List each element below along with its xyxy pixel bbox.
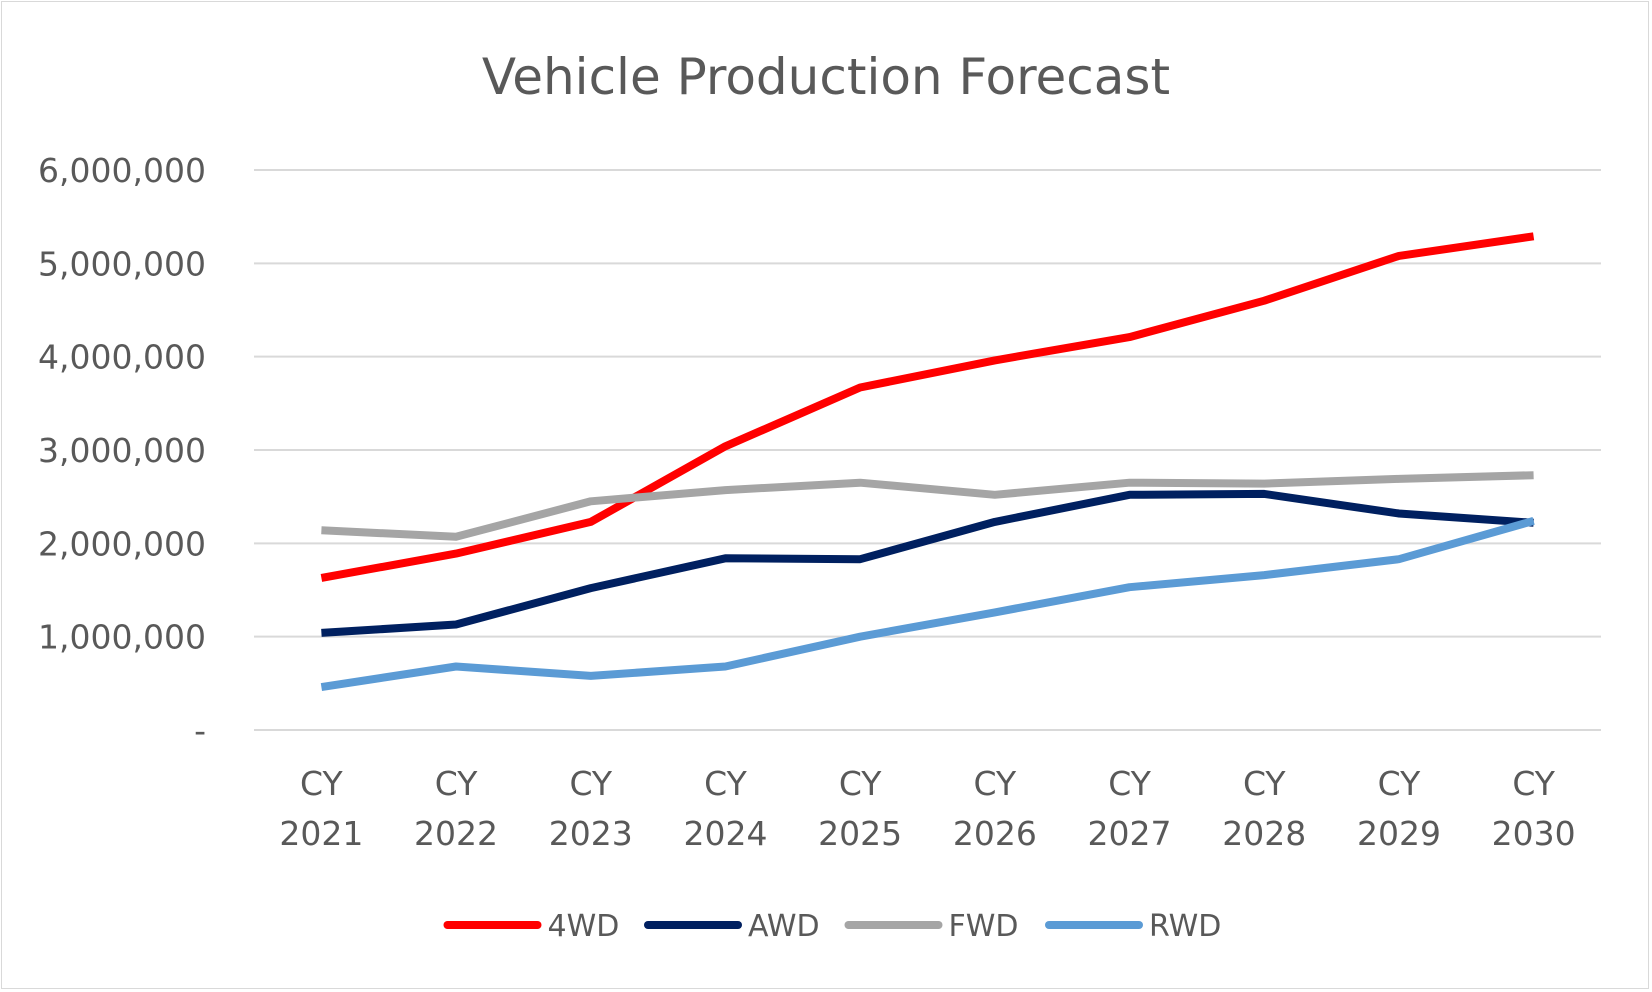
x-tick-label: CY 2027 xyxy=(1088,764,1172,853)
chart-title: Vehicle Production Forecast xyxy=(482,48,1170,106)
x-tick-label: CY 2022 xyxy=(414,764,498,853)
y-tick-label: - xyxy=(194,711,206,750)
x-axis-tick-labels: CY 2021 CY 2022 CY 2023 CY 2024 CY 2025 CY 2026 CY 20… xyxy=(279,764,1575,853)
legend: 4WD AWD FWD RWD xyxy=(443,909,1221,944)
y-tick-label: 1,000,000 xyxy=(38,618,206,657)
y-tick-label: 4,000,000 xyxy=(38,338,206,377)
legend-label: AWD xyxy=(748,909,820,944)
series-line-fwd xyxy=(321,471,1534,541)
series-lines xyxy=(320,232,1535,692)
legend-item-4wd: 4WD xyxy=(443,909,620,944)
legend-label: RWD xyxy=(1149,909,1221,944)
legend-item-awd: AWD xyxy=(644,909,820,944)
x-tick-label: CY 2029 xyxy=(1357,764,1441,853)
y-axis-tick-labels: - 1,000,000 2,000,000 3,000,000 4,000,000 5,0… xyxy=(38,151,206,750)
x-tick-label: CY 2026 xyxy=(953,764,1037,853)
series-line-rwd xyxy=(320,517,1535,692)
legend-item-rwd: RWD xyxy=(1045,909,1221,944)
y-tick-label: 6,000,000 xyxy=(38,151,206,190)
legend-label: 4WD xyxy=(548,909,620,944)
x-tick-label: CY 2021 xyxy=(279,764,363,853)
y-tick-label: 5,000,000 xyxy=(38,244,206,283)
legend-label: FWD xyxy=(949,909,1019,944)
x-tick-label: CY 2024 xyxy=(683,764,767,853)
x-tick-label: CY 2030 xyxy=(1492,764,1576,853)
x-tick-label: CY 2023 xyxy=(549,764,633,853)
x-tick-label: CY 2025 xyxy=(818,764,902,853)
legend-item-fwd: FWD xyxy=(844,909,1019,944)
x-tick-label: CY 2028 xyxy=(1222,764,1306,853)
series-line-awd xyxy=(321,489,1534,637)
series-line-4wd xyxy=(320,232,1535,582)
y-tick-label: 2,000,000 xyxy=(38,524,206,563)
y-tick-label: 3,000,000 xyxy=(38,431,206,470)
